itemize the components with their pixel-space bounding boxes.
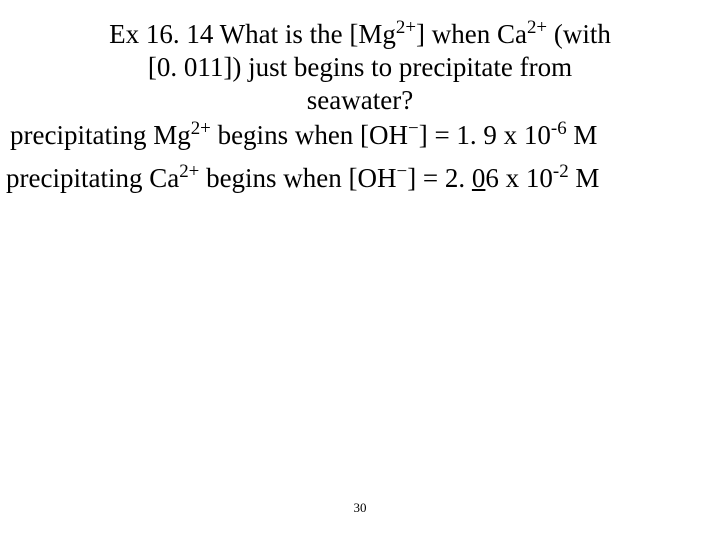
ca-unit: M xyxy=(569,163,600,193)
title-line1-pre: Ex 16. 14 What is the [Mg xyxy=(109,19,396,49)
title-block: Ex 16. 14 What is the [Mg2+] when Ca2+ (… xyxy=(0,18,720,117)
ca-precipitate-line: precipitating Ca2+ begins when [OH−] = 2… xyxy=(0,162,720,195)
ca-eq2: 6 x 10 xyxy=(485,163,553,193)
mg-unit: M xyxy=(567,120,598,150)
ca-underlined-digit: 0 xyxy=(472,163,486,193)
page-number: 30 xyxy=(0,500,720,516)
title-line1-post: (with xyxy=(547,19,611,49)
ca-sup2: − xyxy=(397,161,408,182)
ca-mid: begins when [OH xyxy=(199,163,396,193)
mg-precipitate-line: precipitating Mg2+ begins when [OH−] = 1… xyxy=(0,119,720,152)
ca-pre: precipitating Ca xyxy=(6,163,179,193)
ca-eq: ] = 2. xyxy=(407,163,472,193)
ca-charge-sup: 2+ xyxy=(527,17,547,38)
title-line1-mid: ] when Ca xyxy=(416,19,527,49)
slide: Ex 16. 14 What is the [Mg2+] when Ca2+ (… xyxy=(0,0,720,540)
title-line2: [0. 011]) just begins to precipitate fro… xyxy=(148,52,572,82)
mg-sup1: 2+ xyxy=(191,118,211,139)
mg-charge-sup: 2+ xyxy=(396,17,416,38)
ca-exp: -2 xyxy=(553,161,569,182)
mg-eq: ] = 1. 9 x 10 xyxy=(419,120,551,150)
mg-mid: begins when [OH xyxy=(211,120,408,150)
title-line3: seawater? xyxy=(307,85,413,115)
mg-pre: precipitating Mg xyxy=(10,120,191,150)
mg-exp: -6 xyxy=(551,118,567,139)
ca-sup1: 2+ xyxy=(179,161,199,182)
mg-sup2: − xyxy=(408,118,419,139)
